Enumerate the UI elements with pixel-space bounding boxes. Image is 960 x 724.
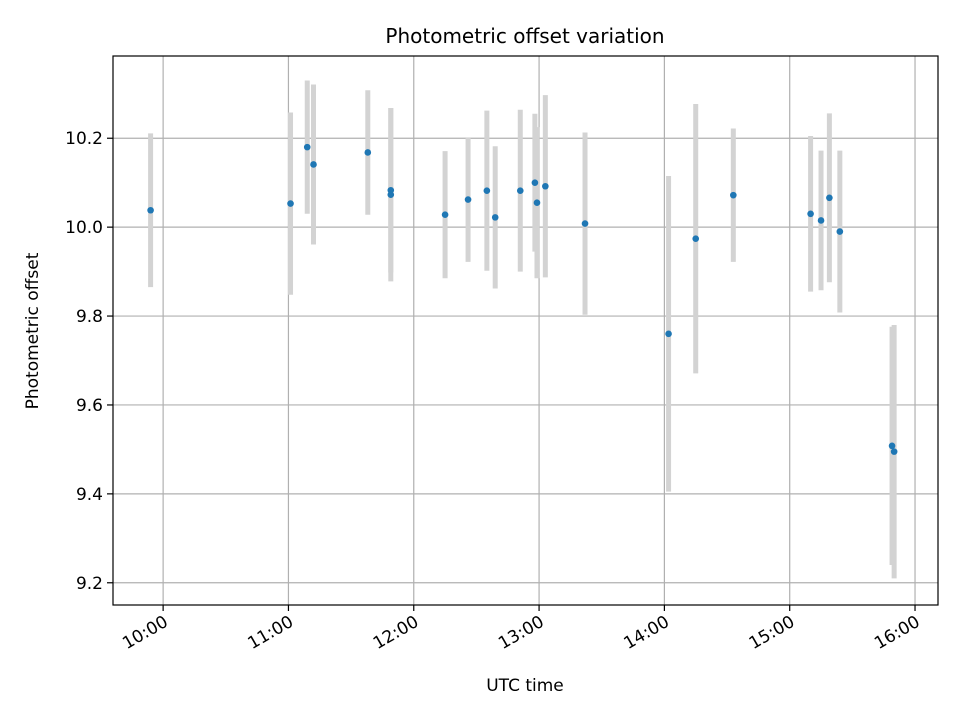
data-points xyxy=(147,143,898,455)
data-point xyxy=(491,214,499,221)
data-point xyxy=(692,235,700,243)
y-axis-title: Photometric offset xyxy=(23,252,43,409)
data-point xyxy=(665,330,672,338)
data-point xyxy=(310,161,317,168)
data-point xyxy=(826,194,833,202)
x-axis-title: UTC time xyxy=(486,676,564,696)
data-point xyxy=(287,200,294,207)
grid-lines xyxy=(113,56,938,605)
data-point xyxy=(817,217,825,224)
data-point xyxy=(533,199,541,206)
data-point xyxy=(303,143,311,151)
data-point xyxy=(387,191,395,198)
y-tick-label: 10.0 xyxy=(65,218,103,238)
data-point xyxy=(807,210,814,218)
data-point xyxy=(516,187,524,194)
y-tick-label: 9.8 xyxy=(76,307,103,327)
y-axis-ticks: 9.2 9.4 9.6 9.8 10.0 10.2 xyxy=(65,129,113,594)
data-point xyxy=(730,191,737,199)
y-tick-label: 9.2 xyxy=(76,574,103,594)
data-point xyxy=(581,220,589,227)
data-point xyxy=(542,182,549,190)
data-point xyxy=(483,187,491,194)
data-point xyxy=(836,228,844,235)
data-point xyxy=(888,442,896,450)
data-point xyxy=(364,149,372,156)
data-point xyxy=(531,179,539,186)
data-point xyxy=(890,448,898,455)
data-point xyxy=(441,211,449,218)
y-tick-label: 9.4 xyxy=(76,485,103,505)
data-point xyxy=(464,196,472,203)
plot-area-frame xyxy=(112,55,939,606)
chart-title: Photometric offset variation xyxy=(385,24,664,48)
data-point xyxy=(147,206,154,214)
y-tick-label: 9.6 xyxy=(76,396,103,416)
y-tick-label: 10.2 xyxy=(65,129,103,149)
